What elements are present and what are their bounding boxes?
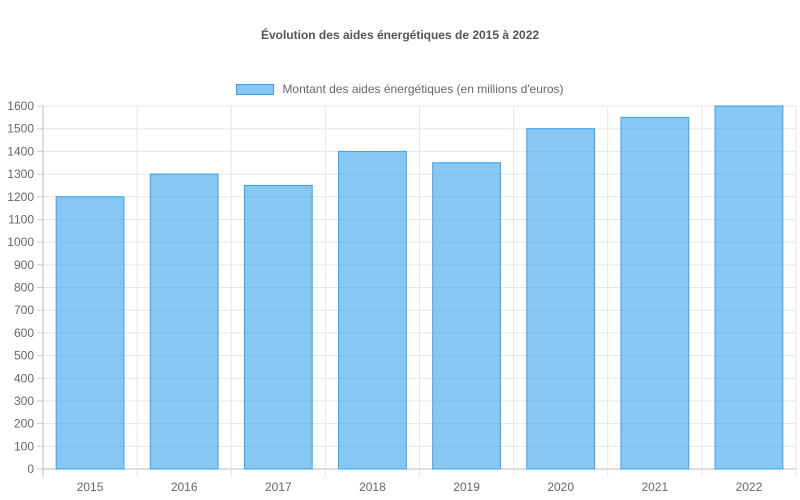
bar xyxy=(55,196,125,470)
bar xyxy=(714,105,784,470)
legend[interactable]: Montant des aides énergétiques (en milli… xyxy=(0,82,800,96)
y-tick-label: 1300 xyxy=(7,167,34,181)
x-tick-label: 2015 xyxy=(77,480,104,494)
chart-title: Évolution des aides énergétiques de 2015… xyxy=(260,28,540,42)
legend-swatch xyxy=(236,83,275,95)
y-tick-label: 800 xyxy=(14,281,34,295)
y-tick-label: 200 xyxy=(14,417,34,431)
y-tick-label: 500 xyxy=(14,349,34,363)
y-tick-label: 1500 xyxy=(7,122,34,136)
y-tick-label: 600 xyxy=(14,326,34,340)
y-tick-label: 1100 xyxy=(8,212,34,226)
y-tick-label: 100 xyxy=(14,439,34,453)
y-tick-label: 1200 xyxy=(7,190,34,204)
y-tick-label: 1400 xyxy=(7,144,34,158)
y-tick-label: 0 xyxy=(27,462,34,476)
x-tick-label: 2017 xyxy=(265,480,292,494)
bar xyxy=(526,128,596,470)
legend-label: Montant des aides énergétiques (en milli… xyxy=(282,82,564,96)
y-tick-label: 400 xyxy=(14,371,34,385)
bar xyxy=(149,173,219,470)
x-tick-label: 2019 xyxy=(453,480,480,494)
bar xyxy=(243,184,313,470)
y-tick-label: 700 xyxy=(14,303,34,317)
x-tick-label: 2020 xyxy=(547,480,574,494)
y-tick-label: 1600 xyxy=(7,99,34,113)
x-tick-label: 2016 xyxy=(171,480,198,494)
x-tick-label: 2021 xyxy=(641,480,668,494)
bar xyxy=(338,150,407,470)
x-tick-label: 2022 xyxy=(736,480,763,494)
y-tick-label: 300 xyxy=(14,394,34,408)
y-tick-label: 1000 xyxy=(7,235,34,249)
x-tick-label: 2018 xyxy=(359,480,386,494)
bar xyxy=(620,116,690,470)
bar xyxy=(432,162,501,470)
y-tick-label: 900 xyxy=(14,258,34,272)
